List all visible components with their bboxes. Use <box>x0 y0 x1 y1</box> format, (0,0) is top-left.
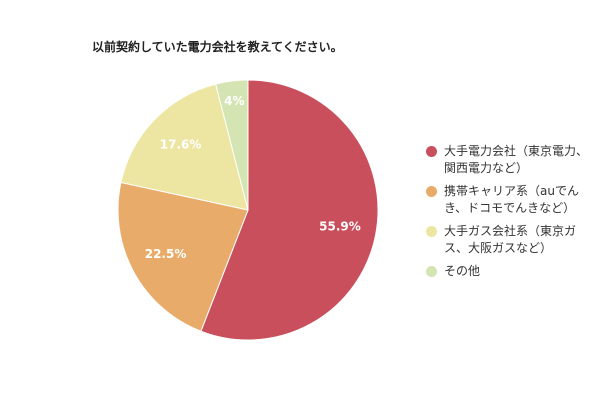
pie-slice-3 <box>215 79 249 211</box>
data-label-2: 17.6% <box>160 138 202 152</box>
slices-layer <box>117 79 379 341</box>
legend-item-0: 大手電力会社（東京電力、関西電力など） <box>426 143 598 177</box>
legend-item-2: 大手ガス会社系（東京ガス、大阪ガスなど） <box>426 223 598 257</box>
chart-title: 以前契約していた電力会社を教えてください。 <box>92 40 343 54</box>
legend: 大手電力会社（東京電力、関西電力など） 携帯キャリア系（auでんき、ドコモでんきな… <box>426 143 598 286</box>
legend-item-1: 携帯キャリア系（auでんき、ドコモでんきなど） <box>426 183 598 217</box>
legend-label-0: 大手電力会社（東京電力、関西電力など） <box>444 144 589 175</box>
legend-label-1: 携帯キャリア系（auでんき、ドコモでんきなど） <box>444 184 579 215</box>
labels-layer: 55.9% 22.5% 17.6% 4% <box>145 94 361 261</box>
data-label-0: 55.9% <box>319 220 361 234</box>
legend-swatch-3 <box>426 266 437 277</box>
legend-item-3: その他 <box>426 263 598 280</box>
data-label-1: 22.5% <box>145 247 187 261</box>
data-label-3: 4% <box>224 94 244 108</box>
legend-swatch-2 <box>426 226 437 237</box>
legend-swatch-0 <box>426 146 437 157</box>
pie-slice-1 <box>117 181 249 332</box>
pie-slice-0 <box>200 79 379 341</box>
legend-swatch-1 <box>426 186 437 197</box>
legend-label-2: 大手ガス会社系（東京ガス、大阪ガスなど） <box>444 224 577 255</box>
pie-slice-2 <box>120 83 249 211</box>
legend-label-3: その他 <box>444 264 481 278</box>
